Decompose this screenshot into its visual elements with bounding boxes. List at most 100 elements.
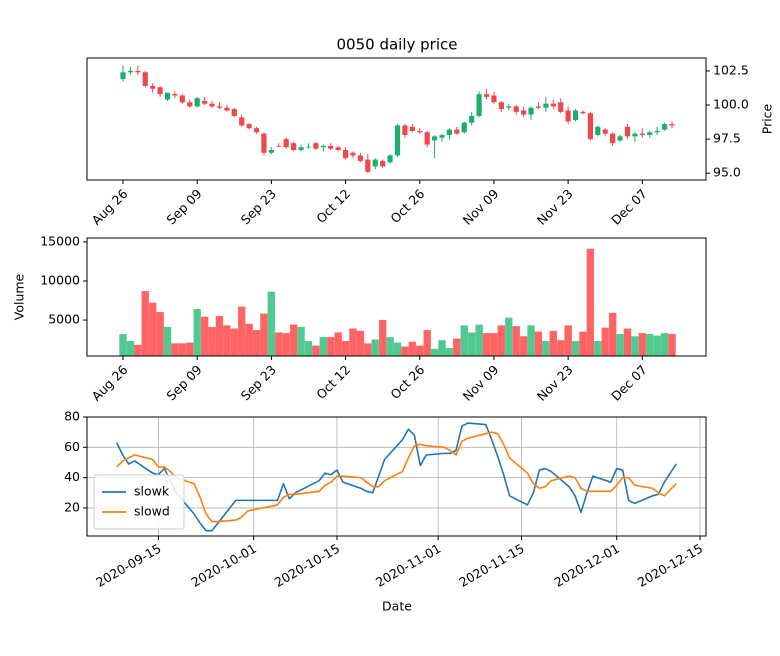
candle-body [654, 130, 660, 133]
x-tick-label: 2020-11-01 [373, 541, 443, 590]
volume-bar [200, 316, 209, 357]
candle-body [350, 152, 356, 156]
y-tick-label: 40 [64, 469, 80, 484]
candle-body [506, 106, 512, 108]
x-tick-label: Sep 09 [163, 186, 204, 227]
volume-bar [453, 338, 461, 357]
candle-body [469, 115, 475, 123]
volume-bar [149, 302, 157, 357]
volume-bar [401, 346, 409, 357]
x-tick-label: Dec 07 [608, 186, 650, 228]
volume-bar [141, 290, 149, 357]
volume-bar [527, 325, 535, 357]
volume-bar [468, 332, 476, 357]
x-tick-label: Nov 23 [534, 186, 576, 228]
volume-bar [156, 312, 164, 357]
candle-body [602, 129, 608, 134]
volume-bar [371, 339, 379, 357]
line-series [116, 431, 677, 523]
candle-body [639, 133, 645, 136]
volume-bar [282, 333, 290, 357]
volume-bar [564, 325, 572, 357]
volume-bar [416, 345, 424, 357]
x-tick-label: Oct 26 [387, 362, 427, 402]
candle-body [431, 136, 438, 141]
candle-body [164, 92, 171, 100]
volume-bar [134, 344, 142, 357]
volume-bar [208, 326, 216, 357]
volume-bar [163, 326, 172, 357]
volume-bar [579, 331, 587, 357]
candle-body [357, 155, 364, 161]
x-tick-label: Sep 23 [238, 362, 279, 403]
x-tick-label: 2020-10-01 [188, 541, 258, 590]
line-series [116, 422, 677, 532]
candle-body [150, 85, 156, 89]
candle-body [298, 147, 304, 151]
x-tick-label: 2020-11-15 [456, 541, 526, 590]
candle-body [483, 94, 490, 97]
candle-body [661, 124, 668, 130]
candle-body [216, 106, 223, 108]
candle-body [179, 95, 185, 103]
candle-body [394, 125, 401, 156]
plot-frame [86, 237, 707, 357]
candle-body [617, 136, 623, 141]
volume-bar [215, 315, 224, 357]
volume-bar [542, 341, 550, 357]
candle-body [320, 145, 326, 148]
volume-bar [646, 333, 654, 357]
y-axis-label: Price [760, 103, 775, 134]
volume-bar [341, 341, 350, 357]
x-tick-label: 2020-12-15 [635, 541, 705, 590]
volume-bar [482, 333, 491, 357]
candle-body [305, 146, 312, 148]
volume-bar [460, 325, 468, 357]
volume-bar [631, 336, 639, 357]
x-tick-label: Nov 09 [460, 362, 502, 404]
y-tick-label: 102.5 [713, 62, 749, 77]
volume-bar [557, 340, 565, 357]
candle-body [550, 103, 556, 107]
candle-body [194, 98, 200, 107]
candle-body [446, 129, 453, 136]
candle-body [476, 94, 482, 116]
volume-bar [378, 319, 387, 357]
volume-bar [289, 324, 298, 357]
y-tick-label: 80 [64, 409, 80, 424]
candle-body [276, 145, 282, 147]
x-tick-label: Oct 26 [387, 186, 427, 226]
volume-bar [586, 248, 595, 357]
candle-body [572, 110, 579, 121]
x-tick-label: Sep 23 [238, 186, 279, 227]
volume-bar [623, 328, 632, 357]
x-axis-label: Date [382, 599, 412, 614]
candle-body [610, 133, 616, 144]
volume-bar [616, 333, 624, 357]
candle-body [535, 106, 542, 108]
candle-body [565, 110, 571, 122]
volume-bar [490, 333, 498, 357]
candle-body [587, 113, 593, 140]
legend-label: slowk [134, 484, 170, 499]
candle-body [580, 111, 586, 114]
candle-body [632, 133, 638, 137]
legend-box [93, 474, 185, 530]
candle-body [313, 143, 319, 149]
candle-body [142, 72, 148, 86]
candle-body [246, 124, 252, 129]
volume-bar [512, 326, 520, 357]
legend: slowk slowd [93, 474, 185, 530]
volume-bar [408, 341, 417, 357]
candle-body [209, 103, 215, 107]
candle-body [558, 102, 564, 112]
volume-bar [601, 327, 609, 357]
volume-bar [660, 333, 669, 357]
volume-bar [445, 348, 454, 357]
candle-body [283, 139, 289, 148]
candle-body [328, 145, 334, 149]
candle-body [268, 150, 274, 153]
volume-bar [223, 325, 231, 357]
